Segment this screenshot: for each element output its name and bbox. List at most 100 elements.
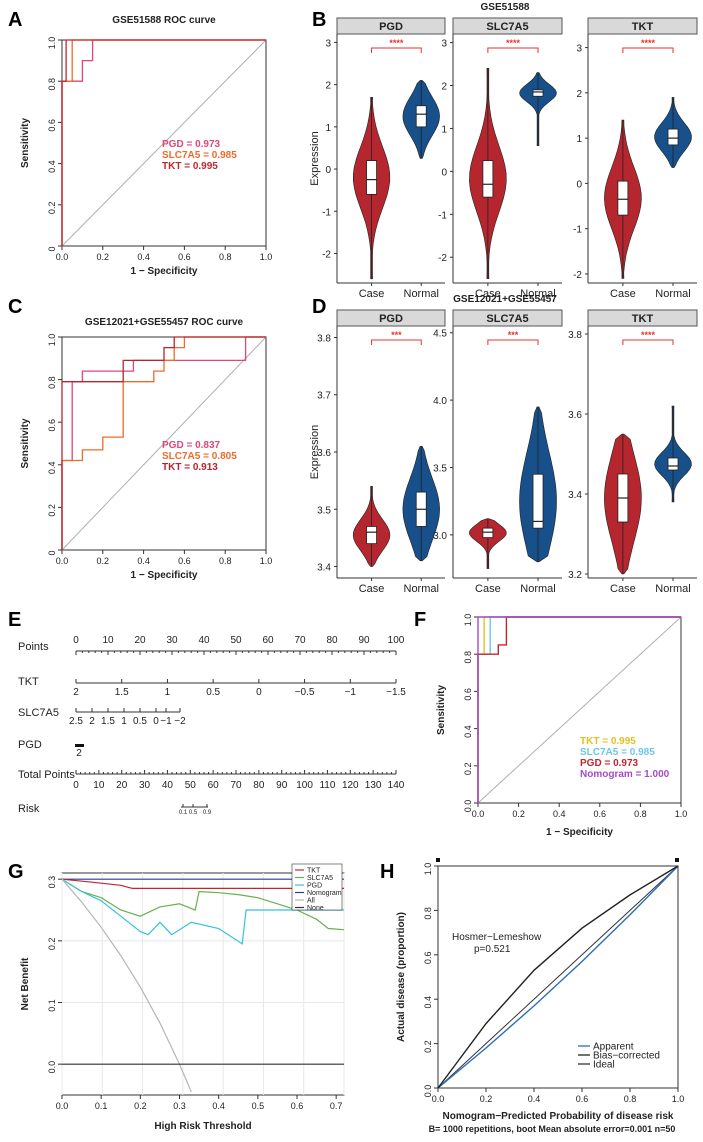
- rug-mark: [436, 858, 440, 862]
- y-tick-label: 2: [325, 81, 331, 92]
- nomogram-tick-label: 0: [153, 716, 159, 727]
- nomogram-tick-label: 30: [139, 780, 151, 791]
- x-tick-label: 0.6: [178, 556, 191, 566]
- auc-annotation: SLC7A5 = 0.985: [580, 747, 655, 758]
- series-tkt-line: [61, 336, 266, 550]
- x-tick-label: Normal: [520, 583, 555, 595]
- legend-label: Ideal: [593, 1060, 615, 1071]
- nomogram-tick-label: 40: [162, 780, 174, 791]
- legend-box: [291, 863, 343, 911]
- nomogram-tick-label: 0.9: [203, 810, 212, 816]
- x-tick-label: 1.0: [672, 1094, 685, 1104]
- diagonal-reference-line: [61, 336, 267, 551]
- panel-label-b: B: [312, 9, 326, 31]
- facet-title: PGD: [379, 313, 403, 325]
- nomogram-tick-label: 0.5: [189, 810, 198, 816]
- box-normal: [532, 473, 544, 529]
- chart-title: GSE12021+GSE55457 ROC curve: [85, 317, 244, 328]
- significance-stars: ****: [641, 330, 656, 340]
- test-name: Hosmer−Lemeshow: [452, 932, 542, 943]
- significance-bracket: [487, 339, 539, 345]
- x-tick-label: 0.8: [624, 1094, 637, 1104]
- x-tick-label: 0.6: [178, 252, 191, 262]
- facet-strip: [452, 17, 563, 35]
- panel-label-f: F: [414, 609, 426, 631]
- y-tick-label: 0.0: [47, 1061, 57, 1074]
- auc-annotation: SLC7A5 = 0.985: [162, 150, 237, 161]
- facet-title: SLC7A5: [486, 21, 528, 33]
- x-tick-label: 0.0: [56, 556, 69, 566]
- nomogram-tick-label: 70: [294, 635, 306, 646]
- y-tick-label: 3.8: [317, 333, 331, 344]
- y-tick-label: 0.2: [47, 504, 57, 517]
- y-tick-label: -2: [573, 270, 582, 281]
- x-tick-label: 0.6: [291, 1101, 304, 1111]
- x-tick-label: Case: [610, 288, 636, 300]
- x-tick-label: Case: [475, 288, 501, 300]
- y-tick-label: 0.8: [47, 376, 57, 389]
- nomogram-row-label: Points: [18, 641, 49, 653]
- nomogram-axis: [75, 744, 84, 747]
- nomogram-row-label: Total Points: [18, 769, 75, 781]
- significance-stars: ****: [641, 38, 656, 48]
- y-axis-title: Expression: [309, 425, 321, 479]
- y-axis-title: Expression: [309, 131, 321, 185]
- y-tick-label: 0.6: [47, 119, 57, 132]
- y-tick-label: 0.1: [47, 999, 57, 1012]
- y-tick-label: 3: [325, 38, 331, 49]
- x-tick-label: 0.8: [219, 252, 232, 262]
- legend-label: SLC7A5: [307, 875, 333, 882]
- nomogram-tick-label: −0.5: [295, 687, 315, 698]
- nomogram-tick-label: 0: [73, 635, 79, 646]
- significance-bracket: [622, 47, 674, 53]
- chart-title: GSE51588 ROC curve: [112, 15, 216, 26]
- x-tick-label: 0.2: [97, 252, 110, 262]
- series-slc7a5-line: [61, 336, 266, 550]
- x-tick-label: 0.0: [432, 1094, 445, 1104]
- x-tick-label: 0.8: [219, 556, 232, 566]
- series-all-line: [62, 878, 192, 1093]
- x-tick-label: Case: [610, 583, 636, 595]
- auc-annotation: TKT = 0.913: [162, 462, 218, 473]
- facet-title: TKT: [632, 313, 654, 325]
- y-tick-label: 0.8: [47, 78, 57, 91]
- y-tick-label: 0.6: [47, 419, 57, 432]
- facet-strip: [587, 309, 698, 327]
- facet-strip: [336, 309, 446, 327]
- x-tick-label: Case: [359, 288, 385, 300]
- y-tick-label: 3.0: [433, 531, 447, 542]
- panel-label-g: G: [8, 861, 24, 883]
- nomogram-tick-label: 0.1: [179, 810, 188, 816]
- significance-stars: ****: [389, 38, 404, 48]
- series-pgd-line: [62, 878, 344, 945]
- nomogram-tick-label: 20: [134, 635, 146, 646]
- x-axis-title: 1 − Specificity: [546, 827, 613, 838]
- panel-label-d: D: [312, 296, 326, 318]
- y-tick-label: -2: [322, 249, 331, 260]
- footnote: B= 1000 repetitions, boot Mean absolute …: [429, 1124, 676, 1134]
- series-ideal-line: [437, 865, 679, 1089]
- significance-stars: ***: [391, 330, 402, 340]
- chart-title: GSE51588: [481, 2, 530, 13]
- x-tick-label: 0.2: [512, 809, 525, 819]
- series-tkt-line: [61, 39, 266, 246]
- x-tick-label: Normal: [404, 583, 439, 595]
- y-tick-label: 0: [47, 550, 57, 555]
- y-tick-label: 0.4: [423, 996, 433, 1009]
- y-tick-label: 1.0: [463, 614, 473, 627]
- nomogram-tick-label: 60: [262, 635, 274, 646]
- x-axis-title: High Risk Threshold: [154, 1121, 251, 1132]
- legend-label: None: [307, 905, 324, 912]
- legend-label: Apparent: [593, 1042, 634, 1053]
- x-tick-label: 0.4: [212, 1101, 225, 1111]
- x-tick-label: 1.0: [260, 252, 273, 262]
- x-tick-label: Normal: [404, 288, 439, 300]
- box-case: [482, 160, 494, 198]
- auc-annotation: PGD = 0.973: [162, 139, 221, 150]
- box-case: [617, 180, 629, 216]
- nomogram-tick-label: 0: [256, 687, 262, 698]
- y-tick-label: 3.8: [568, 330, 582, 341]
- y-tick-label: 3.4: [568, 490, 582, 501]
- y-tick-label: 1: [325, 123, 331, 134]
- significance-bracket: [371, 47, 422, 53]
